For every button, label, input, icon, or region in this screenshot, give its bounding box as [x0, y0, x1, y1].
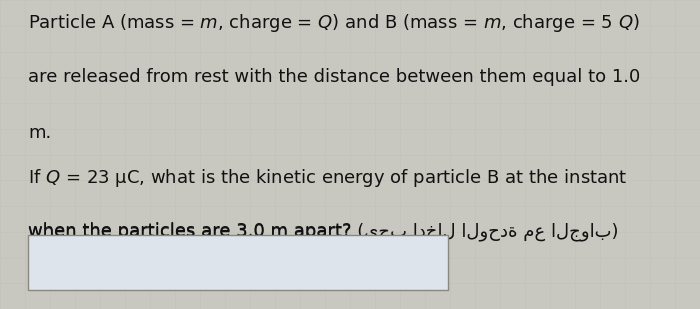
Text: are released from rest with the distance between them equal to 1.0: are released from rest with the distance… — [28, 68, 640, 86]
Text: m.: m. — [28, 124, 51, 142]
FancyBboxPatch shape — [28, 235, 448, 290]
Text: when the particles are 3.0 m apart? (يجب ادخال الوحدة مع الجواب): when the particles are 3.0 m apart? (يجب… — [28, 222, 619, 241]
Text: when the particles are 3.0 m apart?: when the particles are 3.0 m apart? — [28, 222, 357, 240]
Text: If $Q$ = 23 μC, what is the kinetic energy of particle B at the instant: If $Q$ = 23 μC, what is the kinetic ener… — [28, 167, 627, 189]
Text: Particle A (mass = $m$, charge = $Q$) and B (mass = $m$, charge = 5 $Q$): Particle A (mass = $m$, charge = $Q$) an… — [28, 12, 640, 34]
